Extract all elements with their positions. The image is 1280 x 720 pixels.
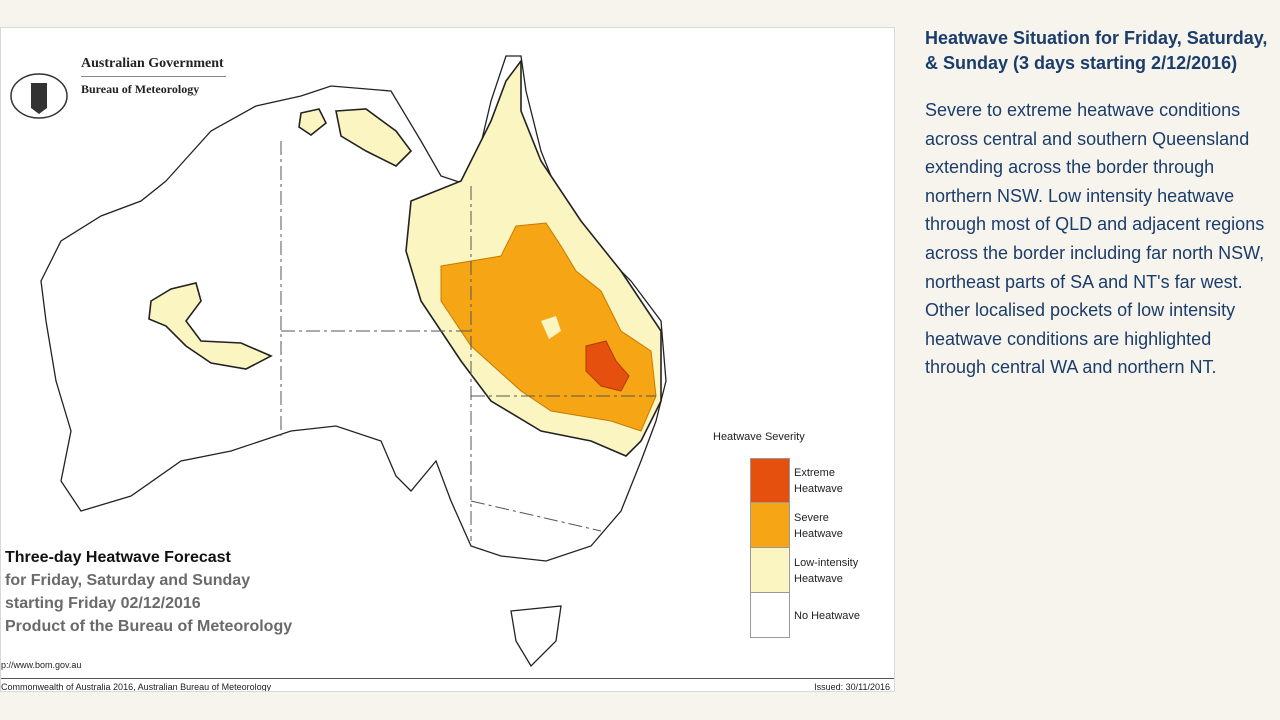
legend-label: Severe Heatwave [794, 511, 843, 540]
map-title-line: Product of the Bureau of Meteorology [5, 618, 293, 635]
legend-item: Severe Heatwave [750, 503, 880, 548]
legend-swatch [750, 593, 790, 638]
legend-item: Low-intensity Heatwave [750, 548, 880, 593]
url: p://www.bom.gov.au [1, 660, 82, 670]
map-title-line: for Friday, Saturday and Sunday [5, 572, 251, 589]
issued-date: Issued: 30/11/2016 [814, 682, 890, 692]
map-title: Three-day Heatwave Forecast for Friday, S… [5, 546, 292, 638]
low-intensity-area [335, 108, 413, 167]
map-panel: Australian Government Bureau of Meteorol… [0, 27, 895, 692]
divider [1, 678, 894, 679]
legend-item: Extreme Heatwave [750, 458, 880, 503]
no-heatwave-hole [541, 316, 561, 339]
map-title-line: starting Friday 02/12/2016 [5, 595, 201, 612]
logo-line: Bureau of Meteorology [81, 82, 200, 96]
sidebar: Heatwave Situation for Friday, Saturday,… [925, 26, 1280, 382]
body-text: Severe to extreme heatwave conditions ac… [925, 100, 1265, 378]
copyright: Commonwealth of Australia 2016, Australi… [1, 682, 272, 692]
legend-label: Extreme Heatwave [794, 466, 843, 495]
map [10, 55, 667, 668]
legend-item: No Heatwave [750, 593, 880, 638]
state-borders [280, 141, 656, 541]
extreme-area [585, 340, 630, 392]
map-title-line: Three-day Heatwave Forecast [5, 549, 231, 566]
legend-swatch [750, 503, 790, 548]
logo-line: Australian Government [81, 56, 226, 77]
legend: Extreme Heatwave Severe Heatwave Low-inten… [750, 458, 880, 638]
low-intensity-area [298, 108, 328, 136]
heading: Heatwave Situation for Friday, Saturday,… [925, 28, 1268, 73]
legend-swatch [750, 458, 790, 503]
legend-swatch [750, 548, 790, 593]
tasmania [510, 605, 562, 668]
legend-title: Heatwave Severity [713, 431, 805, 443]
legend-label: No Heatwave [794, 609, 861, 622]
low-intensity-area [148, 282, 273, 370]
legend-label: Low-intensity Heatwave [794, 556, 859, 585]
crest [10, 73, 68, 119]
logo: Australian Government Bureau of Meteorol… [81, 56, 226, 97]
